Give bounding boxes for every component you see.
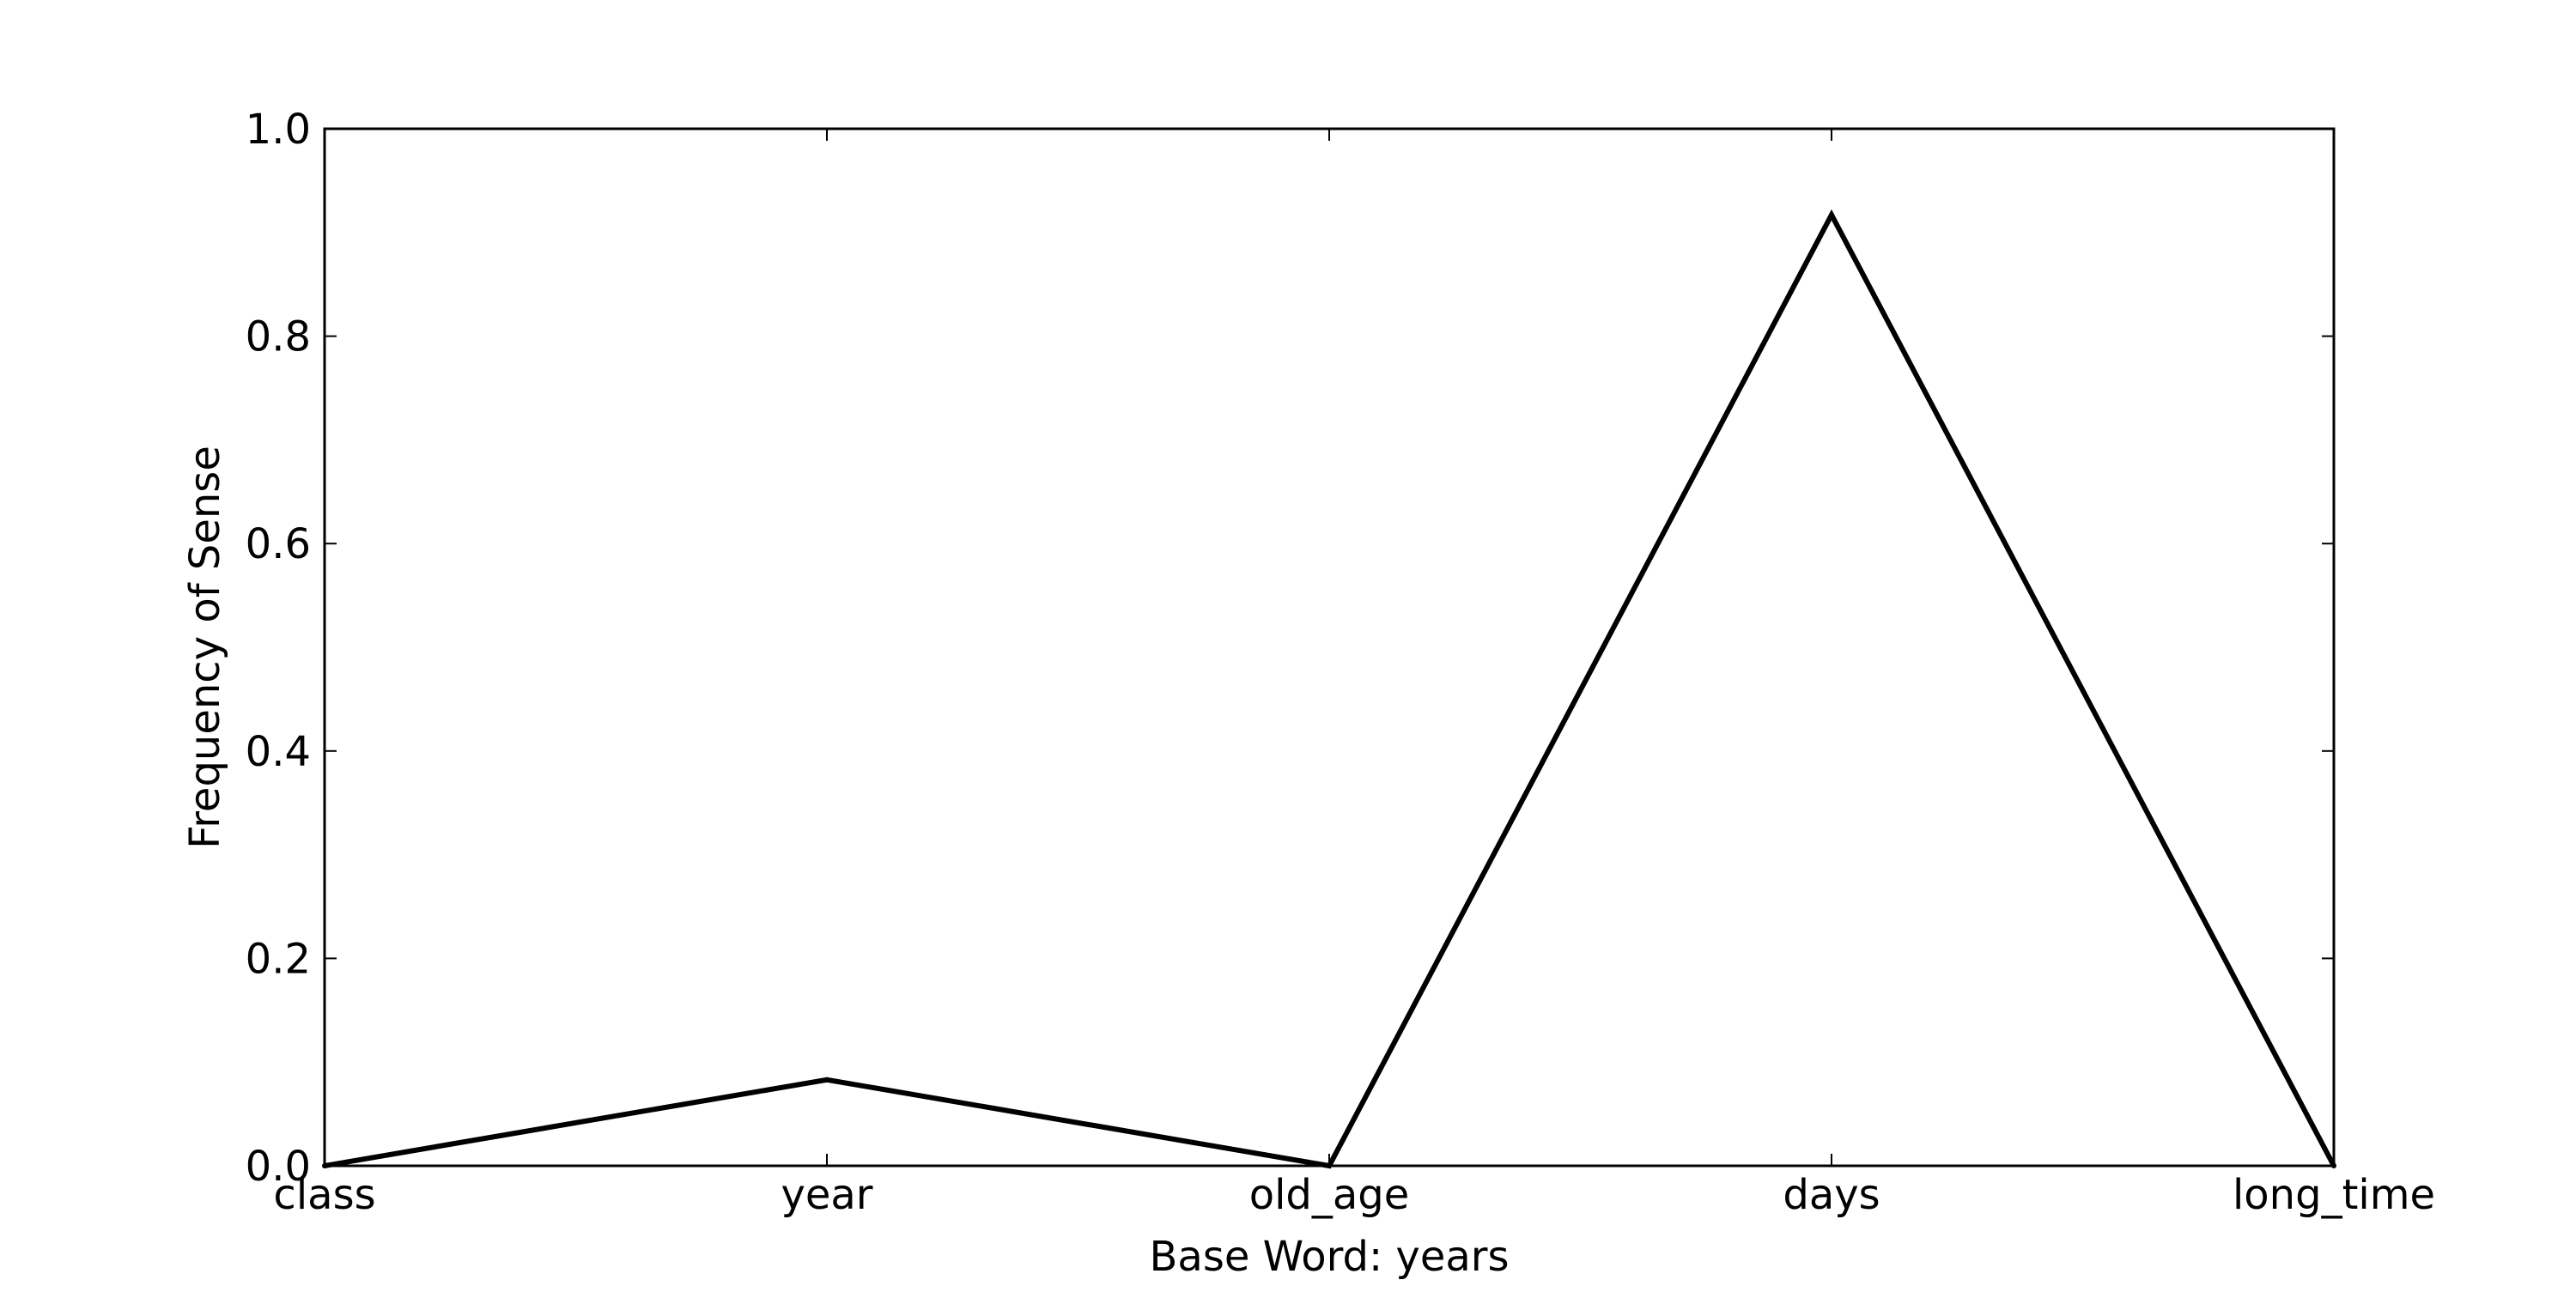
data-point-class xyxy=(322,1163,327,1168)
data-point-old_age xyxy=(1327,1163,1332,1168)
y-axis-ticks: 0.0 0.2 0.4 0.6 0.8 1.0 xyxy=(246,106,2334,1191)
y-axis-label: Frequency of Sense xyxy=(181,446,229,849)
plot-area-frame xyxy=(323,127,2336,1168)
series-points xyxy=(322,212,2336,1168)
x-axis-label: Base Word: years xyxy=(1149,1233,1509,1281)
x-tick-label: old_age xyxy=(1249,1171,1410,1219)
x-tick-label: year xyxy=(781,1171,872,1219)
series-line xyxy=(324,209,2336,1169)
data-point-long_time xyxy=(2331,1163,2336,1168)
y-tick-label: 0.2 xyxy=(246,935,311,983)
data-point-year xyxy=(824,1077,829,1083)
y-tick-label: 1.0 xyxy=(246,106,311,154)
y-tick-label: 0.6 xyxy=(246,520,311,568)
y-tick-label: 0.4 xyxy=(246,728,311,776)
x-axis-ticks: class year old_age days long_time xyxy=(273,129,2435,1219)
data-point-days xyxy=(1829,212,1834,218)
y-tick-label: 0.8 xyxy=(246,313,311,361)
y-tick-label: 0.0 xyxy=(246,1143,311,1191)
x-tick-label: class xyxy=(273,1171,375,1219)
x-tick-label: days xyxy=(1783,1171,1880,1219)
x-tick-label: long_time xyxy=(2233,1171,2435,1219)
